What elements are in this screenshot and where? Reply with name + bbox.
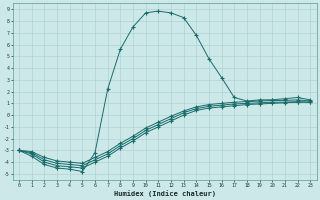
X-axis label: Humidex (Indice chaleur): Humidex (Indice chaleur) xyxy=(114,190,216,197)
